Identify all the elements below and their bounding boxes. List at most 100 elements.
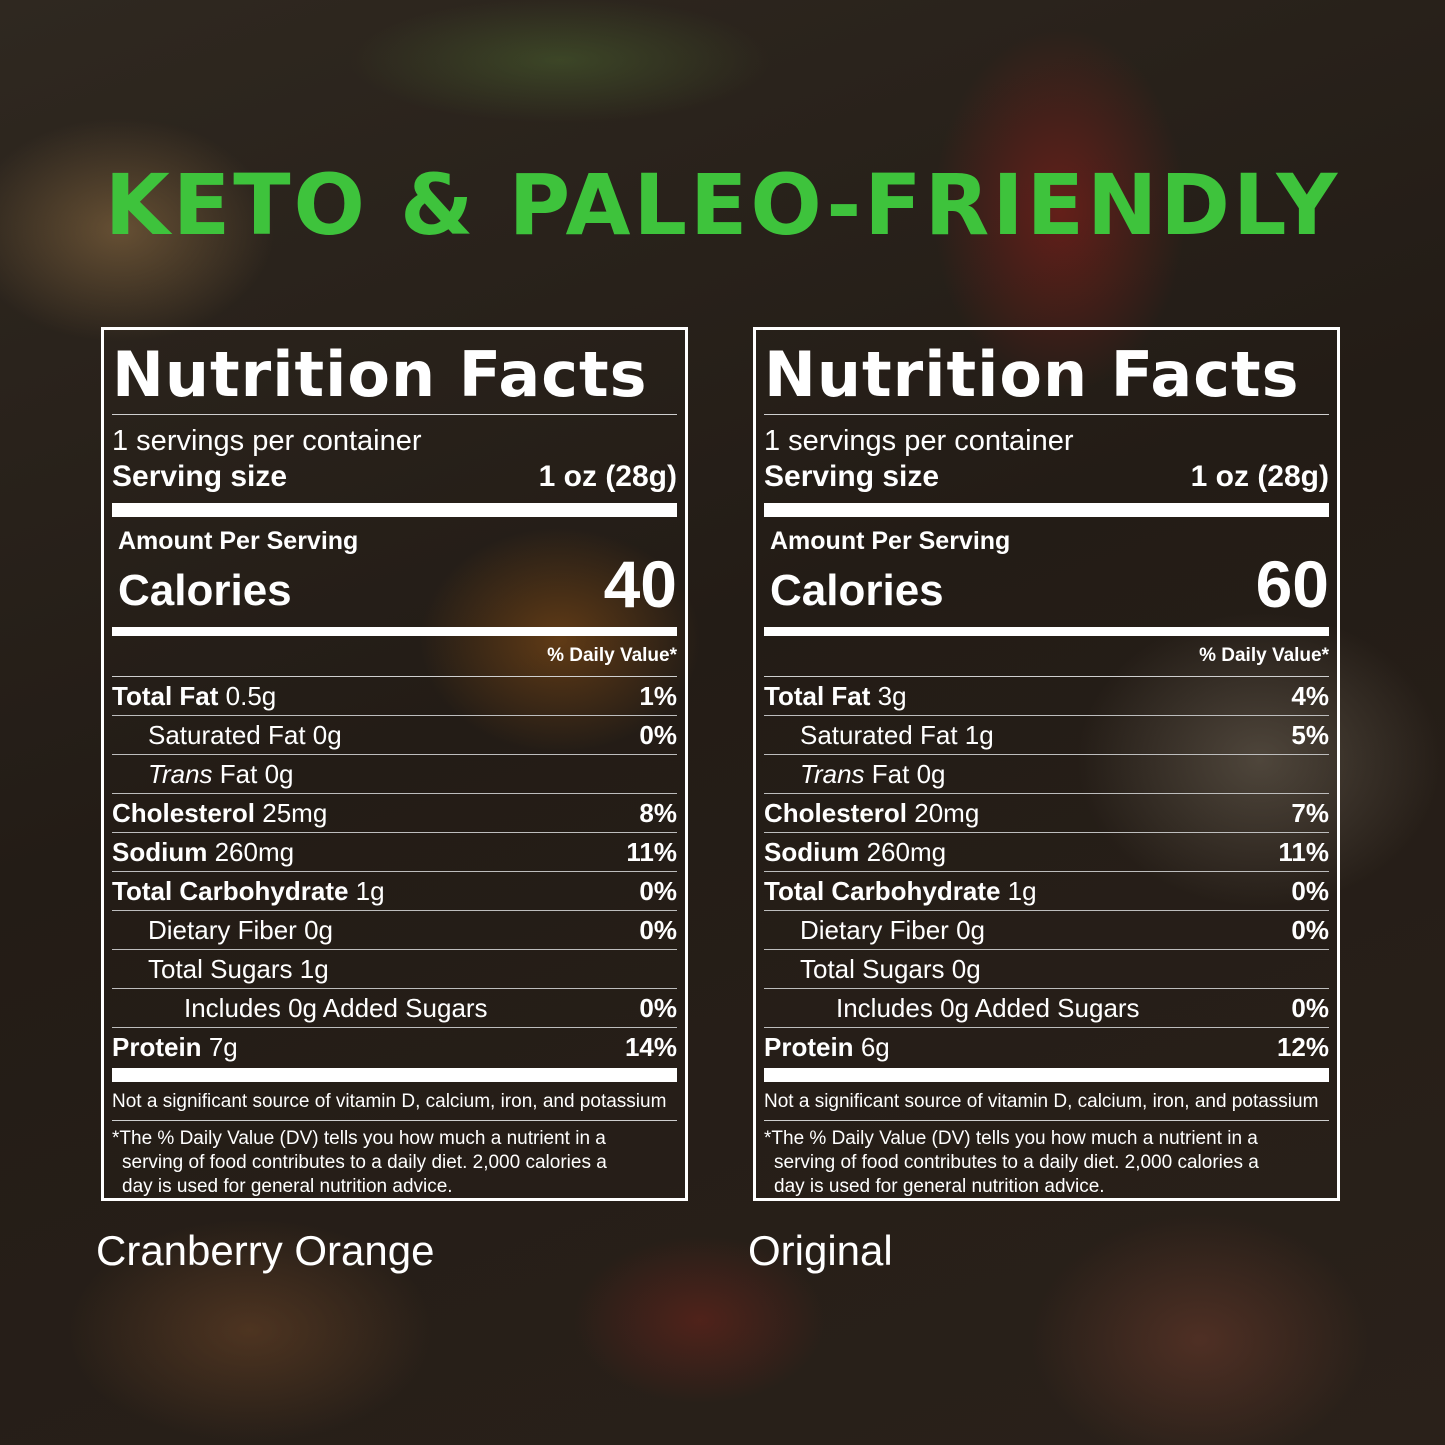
nutrition-facts-title: Nutrition Facts — [112, 340, 677, 415]
nutrient-label: Includes 0g Added Sugars — [836, 992, 1140, 1023]
nutrient-label: Total Sugars — [148, 953, 293, 984]
nutrient-amount: 0g — [916, 758, 946, 789]
thick-divider — [112, 1068, 677, 1082]
nutrient-label: Includes 0g Added Sugars — [184, 992, 488, 1023]
thick-divider — [112, 503, 677, 517]
medium-divider — [764, 627, 1329, 636]
amount-per-serving: Amount Per Serving — [118, 527, 359, 555]
nutrient-label: Total Carbohydrate — [112, 875, 349, 906]
footnote-daily-value: *The % Daily Value (DV) tells you how mu… — [764, 1121, 1329, 1199]
nutrient-row-sodium: Sodium 260mg 11% — [764, 833, 1329, 872]
calories-row: Calories 60 — [764, 551, 1329, 617]
nutrient-label: Dietary Fiber — [800, 914, 949, 945]
nutrient-dv: 11% — [626, 836, 677, 867]
footnote-line: day is used for general nutrition advice… — [122, 1176, 453, 1197]
footnote-line: *The % Daily Value (DV) tells you how mu… — [764, 1128, 1258, 1149]
nutrient-label: Sodium — [112, 836, 208, 867]
nutrient-row-added-sugars: Includes 0g Added Sugars 0% — [112, 989, 677, 1028]
serving-size-row: Serving size 1 oz (28g) — [764, 459, 1329, 503]
nutrient-amount: 0g — [264, 758, 294, 789]
nutrient-dv: 0% — [639, 914, 677, 945]
nutrient-label: Saturated Fat — [800, 719, 958, 750]
nutrient-label: Protein — [764, 1031, 854, 1062]
nutrient-label-italic: Trans — [148, 758, 213, 789]
nutrient-row-protein: Protein 6g 12% — [764, 1028, 1329, 1066]
serving-size-label: Serving size — [112, 460, 288, 493]
thick-divider — [764, 503, 1329, 517]
nutrient-amount: 0g — [956, 914, 985, 945]
nutrient-list: Total Fat 3g 4% Saturated Fat 1g 5% Tran… — [764, 677, 1329, 1066]
nutrient-dv: 0% — [639, 719, 677, 750]
nutrient-dv: 0% — [639, 875, 677, 906]
nutrient-label: Cholesterol — [764, 797, 908, 828]
nutrient-row-added-sugars: Includes 0g Added Sugars 0% — [764, 989, 1329, 1028]
nutrient-row-saturated-fat: Saturated Fat 1g 5% — [764, 716, 1329, 755]
calories-value: 60 — [1255, 547, 1329, 621]
nutrient-row-total-fat: Total Fat 3g 4% — [764, 677, 1329, 716]
nutrient-amount: 1g — [355, 875, 385, 906]
nutrient-row-sodium: Sodium 260mg 11% — [112, 833, 677, 872]
product-caption-cranberry-orange: Cranberry Orange — [96, 1227, 435, 1274]
daily-value-header: % Daily Value* — [764, 636, 1329, 677]
footnote-line: serving of food contributes to a daily d… — [774, 1152, 1259, 1173]
nutrient-amount: 6g — [860, 1031, 890, 1062]
nutrient-dv: 1% — [639, 680, 677, 711]
nutrient-amount: 20mg — [914, 797, 980, 828]
nutrient-row-total-fat: Total Fat 0.5g 1% — [112, 677, 677, 716]
nutrition-facts-panel-original: Nutrition Facts 1 servings per container… — [753, 327, 1340, 1201]
nutrient-label: Cholesterol — [112, 797, 256, 828]
nutrient-amount: 3g — [877, 680, 907, 711]
thick-divider — [764, 1068, 1329, 1082]
nutrient-amount: 0g — [304, 914, 333, 945]
nutrient-label: Dietary Fiber — [148, 914, 297, 945]
nutrient-amount: 260mg — [866, 836, 947, 867]
nutrient-label: Saturated Fat — [148, 719, 306, 750]
nutrition-facts-title: Nutrition Facts — [764, 340, 1329, 415]
nutrient-amount: 0g — [312, 719, 342, 750]
medium-divider — [112, 627, 677, 636]
nutrient-row-trans-fat: Trans Fat 0g — [764, 755, 1329, 794]
footnote-daily-value: *The % Daily Value (DV) tells you how mu… — [112, 1121, 677, 1199]
nutrient-label: Total Fat — [764, 680, 871, 711]
nutrient-dv: 0% — [639, 992, 677, 1023]
calories-row: Calories 40 — [112, 551, 677, 617]
nutrient-row-cholesterol: Cholesterol 25mg 8% — [112, 794, 677, 833]
nutrient-row-dietary-fiber: Dietary Fiber 0g 0% — [764, 911, 1329, 950]
nutrient-label: Total Fat — [112, 680, 219, 711]
serving-size-value: 1 oz (28g) — [1190, 460, 1329, 493]
calories-label: Calories — [118, 566, 292, 615]
nutrient-amount: 25mg — [262, 797, 328, 828]
nutrient-amount: 1g — [964, 719, 994, 750]
nutrient-amount: 1g — [1007, 875, 1037, 906]
nutrient-row-total-sugars: Total Sugars 1g — [112, 950, 677, 989]
nutrient-label: Fat — [219, 758, 258, 789]
nutrient-amount: 260mg — [214, 836, 295, 867]
footnote-line: day is used for general nutrition advice… — [774, 1176, 1105, 1197]
daily-value-header: % Daily Value* — [112, 636, 677, 677]
footnote-line: serving of food contributes to a daily d… — [122, 1152, 607, 1173]
nutrient-row-total-sugars: Total Sugars 0g — [764, 950, 1329, 989]
nutrient-label: Total Carbohydrate — [764, 875, 1001, 906]
nutrient-dv: 11% — [1278, 836, 1329, 867]
servings-per-container: 1 servings per container — [764, 425, 1074, 457]
nutrient-dv: 0% — [1291, 992, 1329, 1023]
nutrient-amount: 1g — [299, 953, 329, 984]
nutrient-label: Fat — [871, 758, 910, 789]
nutrient-list: Total Fat 0.5g 1% Saturated Fat 0g 0% Tr… — [112, 677, 677, 1066]
nutrient-row-total-carbohydrate: Total Carbohydrate 1g 0% — [112, 872, 677, 911]
nutrient-dv: 8% — [639, 797, 677, 828]
nutrient-row-protein: Protein 7g 14% — [112, 1028, 677, 1066]
product-caption-original: Original — [748, 1227, 893, 1274]
nutrient-amount: 0.5g — [225, 680, 277, 711]
nutrient-row-cholesterol: Cholesterol 20mg 7% — [764, 794, 1329, 833]
nutrient-dv: 4% — [1291, 680, 1329, 711]
footnote-significant-source: Not a significant source of vitamin D, c… — [112, 1082, 677, 1121]
footnote-significant-source: Not a significant source of vitamin D, c… — [764, 1082, 1329, 1121]
nutrient-label: Sodium — [764, 836, 860, 867]
headline: KETO & PALEO-FRIENDLY — [104, 156, 1341, 254]
nutrient-dv: 14% — [624, 1031, 677, 1062]
nutrient-dv: 12% — [1276, 1031, 1329, 1062]
nutrient-row-saturated-fat: Saturated Fat 0g 0% — [112, 716, 677, 755]
serving-size-value: 1 oz (28g) — [538, 460, 677, 493]
